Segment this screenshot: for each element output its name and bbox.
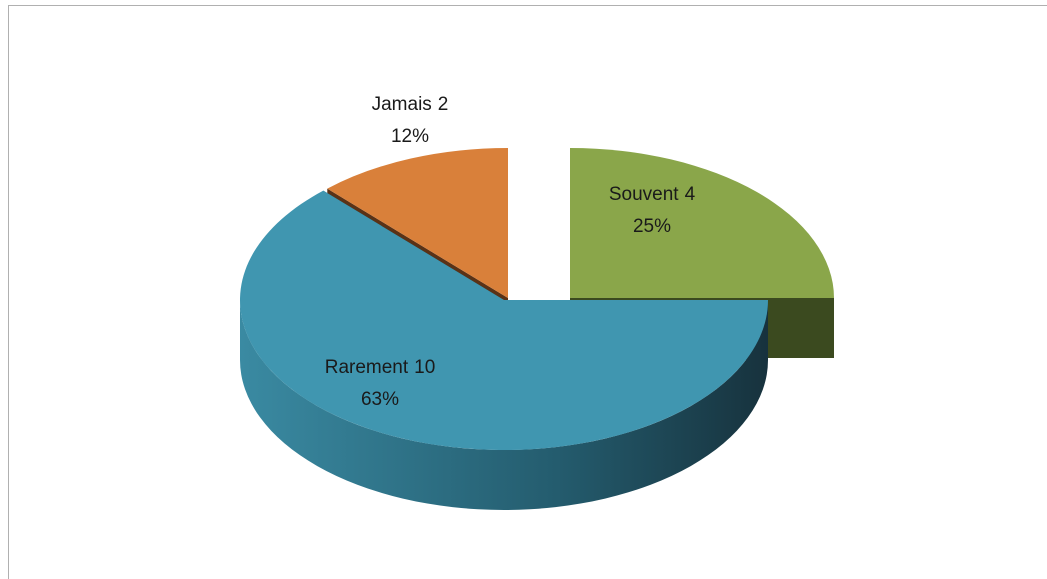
percent-label: 12% [391, 126, 429, 147]
data-label: Jamais 2 [372, 94, 449, 115]
count-label: 2 [438, 94, 449, 115]
slice-top [570, 148, 834, 298]
chart-frame [8, 5, 1047, 579]
category-name: Rarement [325, 357, 409, 378]
count-label: 10 [414, 357, 435, 378]
category-name: Jamais [372, 94, 432, 115]
slice-top [327, 148, 508, 298]
slice-outer-wall [240, 300, 768, 510]
category-name: Souvent [609, 184, 679, 205]
pie-slice [240, 190, 768, 510]
slice-top [240, 190, 768, 451]
data-label: Rarement 10 [325, 357, 436, 378]
percent-label: 25% [633, 216, 671, 237]
data-label: Souvent 4 [609, 184, 696, 205]
count-label: 4 [685, 184, 696, 205]
percent-label: 63% [361, 389, 399, 410]
